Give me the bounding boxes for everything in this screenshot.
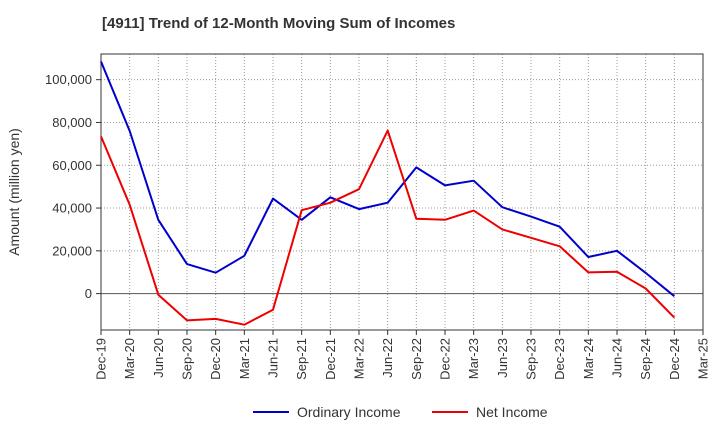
y-tick-labels: 0 20,000 40,000 60,000 80,000 100,000 xyxy=(45,72,92,301)
x-tick-label: Jun-21 xyxy=(266,338,281,378)
x-tick-label: Mar-23 xyxy=(466,338,481,379)
y-tick-label: 60,000 xyxy=(52,158,92,173)
legend-swatch xyxy=(432,411,468,413)
chart-legend: Ordinary Income Net Income xyxy=(0,404,720,428)
x-tick-label: Mar-22 xyxy=(352,338,367,379)
legend-label: Net Income xyxy=(476,404,548,420)
x-tick-label: Dec-23 xyxy=(552,338,567,380)
ordinary-income-line xyxy=(100,61,675,297)
x-tick-label: Jun-20 xyxy=(151,338,166,378)
grid-lines xyxy=(101,54,703,330)
net-income-line xyxy=(100,129,676,326)
x-tick-label: Mar-20 xyxy=(122,338,137,379)
x-tick-label: Dec-19 xyxy=(94,338,109,380)
x-tick-label: Jun-23 xyxy=(495,338,510,378)
y-tick-label: 20,000 xyxy=(52,243,92,258)
y-tick-label: 100,000 xyxy=(45,72,92,87)
legend-item: Ordinary Income xyxy=(253,404,400,420)
axes xyxy=(96,53,704,335)
x-tick-labels: Dec-19 Mar-20 Jun-20 Sep-20 Dec-20 Mar-21 Jun-… xyxy=(94,338,711,380)
x-tick-label: Mar-24 xyxy=(581,338,596,379)
legend-label: Ordinary Income xyxy=(297,404,401,420)
x-tick-label: Sep-24 xyxy=(638,338,653,380)
x-tick-label: Jun-24 xyxy=(610,338,625,378)
x-tick-label: Mar-25 xyxy=(696,338,711,379)
series-lines xyxy=(100,61,676,326)
x-tick-label: Jun-22 xyxy=(380,338,395,378)
x-tick-label: Sep-23 xyxy=(524,338,539,380)
x-tick-label: Dec-21 xyxy=(323,338,338,380)
x-tick-label: Dec-24 xyxy=(667,338,682,380)
y-tick-label: 0 xyxy=(85,286,92,301)
x-tick-label: Sep-21 xyxy=(294,338,309,380)
x-tick-label: Dec-22 xyxy=(438,338,453,380)
x-tick-label: Mar-21 xyxy=(237,338,252,379)
line-chart: 0 20,000 40,000 60,000 80,000 100,000 Dec-19 M… xyxy=(6,53,711,380)
x-tick-label: Dec-20 xyxy=(208,338,223,380)
x-tick-label: Sep-20 xyxy=(180,338,195,380)
y-axis-label: Amount (million yen) xyxy=(6,128,22,256)
y-tick-label: 80,000 xyxy=(52,115,92,130)
legend-item: Net Income xyxy=(432,404,548,420)
plot-frame xyxy=(100,53,704,331)
legend-swatch xyxy=(253,411,289,413)
chart-title: [4911] Trend of 12-Month Moving Sum of I… xyxy=(102,15,456,32)
x-tick-label: Sep-22 xyxy=(409,338,424,380)
y-tick-label: 40,000 xyxy=(52,201,92,216)
